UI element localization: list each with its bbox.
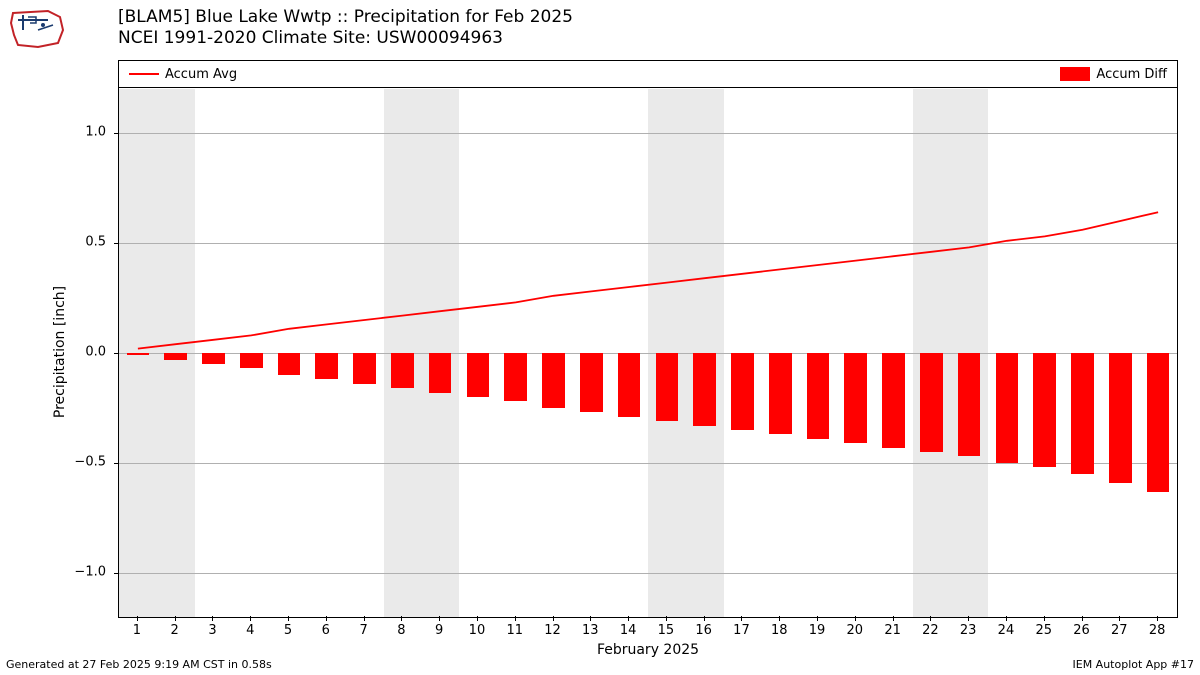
xtick-label: 19 [809, 623, 826, 638]
avg-line [119, 89, 1177, 617]
xtick-mark [515, 616, 516, 621]
xtick-label: 28 [1149, 623, 1166, 638]
xtick-mark [1157, 616, 1158, 621]
xtick-label: 20 [847, 623, 864, 638]
xtick-label: 14 [620, 623, 637, 638]
xtick-label: 1 [133, 623, 141, 638]
xtick-mark [364, 616, 365, 621]
xtick-mark [326, 616, 327, 621]
xtick-mark [212, 616, 213, 621]
xtick-label: 21 [884, 623, 901, 638]
chart-legend: Accum Avg Accum Diff [118, 60, 1178, 88]
xtick-label: 9 [435, 623, 443, 638]
xtick-label: 7 [359, 623, 367, 638]
xtick-label: 2 [171, 623, 179, 638]
xtick-mark [741, 616, 742, 621]
xtick-mark [288, 616, 289, 621]
xtick-mark [439, 616, 440, 621]
ytick-label: 0.5 [85, 235, 106, 250]
footer-generated: Generated at 27 Feb 2025 9:19 AM CST in … [6, 658, 272, 671]
xtick-label: 16 [695, 623, 712, 638]
xtick-mark [401, 616, 402, 621]
xtick-mark [590, 616, 591, 621]
xtick-label: 15 [658, 623, 675, 638]
ytick-label: 0.0 [85, 345, 106, 360]
xtick-mark [1044, 616, 1045, 621]
xtick-label: 11 [506, 623, 523, 638]
xtick-mark [817, 616, 818, 621]
iem-logo [8, 5, 68, 50]
ytick-label: 1.0 [85, 125, 106, 140]
xtick-label: 13 [582, 623, 599, 638]
xtick-label: 25 [1035, 623, 1052, 638]
xtick-label: 3 [208, 623, 216, 638]
xtick-label: 27 [1111, 623, 1128, 638]
y-axis-label: Precipitation [inch] [52, 286, 68, 418]
xtick-mark [175, 616, 176, 621]
legend-diff-label: Accum Diff [1096, 67, 1167, 82]
xtick-mark [553, 616, 554, 621]
xtick-label: 12 [544, 623, 561, 638]
chart-title-line2: NCEI 1991-2020 Climate Site: USW00094963 [118, 28, 573, 49]
xtick-label: 26 [1073, 623, 1090, 638]
xtick-mark [1082, 616, 1083, 621]
ytick-label: −1.0 [74, 565, 106, 580]
xtick-label: 22 [922, 623, 939, 638]
xtick-label: 24 [998, 623, 1015, 638]
chart-area [118, 60, 1178, 618]
xtick-mark [477, 616, 478, 621]
xtick-label: 4 [246, 623, 254, 638]
legend-item-diff: Accum Diff [1060, 67, 1167, 82]
legend-bar-swatch [1060, 67, 1090, 81]
xtick-label: 18 [771, 623, 788, 638]
legend-line-swatch [129, 73, 159, 75]
legend-item-avg: Accum Avg [129, 67, 237, 82]
ytick-label: −0.5 [74, 455, 106, 470]
xtick-label: 6 [322, 623, 330, 638]
xtick-mark [855, 616, 856, 621]
xtick-label: 8 [397, 623, 405, 638]
plot-inner [119, 89, 1177, 617]
xtick-mark [1006, 616, 1007, 621]
xtick-mark [968, 616, 969, 621]
xtick-mark [704, 616, 705, 621]
xtick-mark [250, 616, 251, 621]
xtick-mark [628, 616, 629, 621]
xtick-mark [930, 616, 931, 621]
xtick-label: 17 [733, 623, 750, 638]
xtick-mark [893, 616, 894, 621]
xtick-mark [137, 616, 138, 621]
xtick-label: 10 [469, 623, 486, 638]
xtick-label: 5 [284, 623, 292, 638]
xtick-mark [1119, 616, 1120, 621]
footer-app: IEM Autoplot App #17 [1073, 658, 1195, 671]
chart-title-line1: [BLAM5] Blue Lake Wwtp :: Precipitation … [118, 7, 573, 28]
chart-title-block: [BLAM5] Blue Lake Wwtp :: Precipitation … [118, 7, 573, 50]
x-axis-label: February 2025 [597, 642, 699, 658]
xtick-mark [666, 616, 667, 621]
xtick-mark [779, 616, 780, 621]
xtick-label: 23 [960, 623, 977, 638]
legend-avg-label: Accum Avg [165, 67, 237, 82]
